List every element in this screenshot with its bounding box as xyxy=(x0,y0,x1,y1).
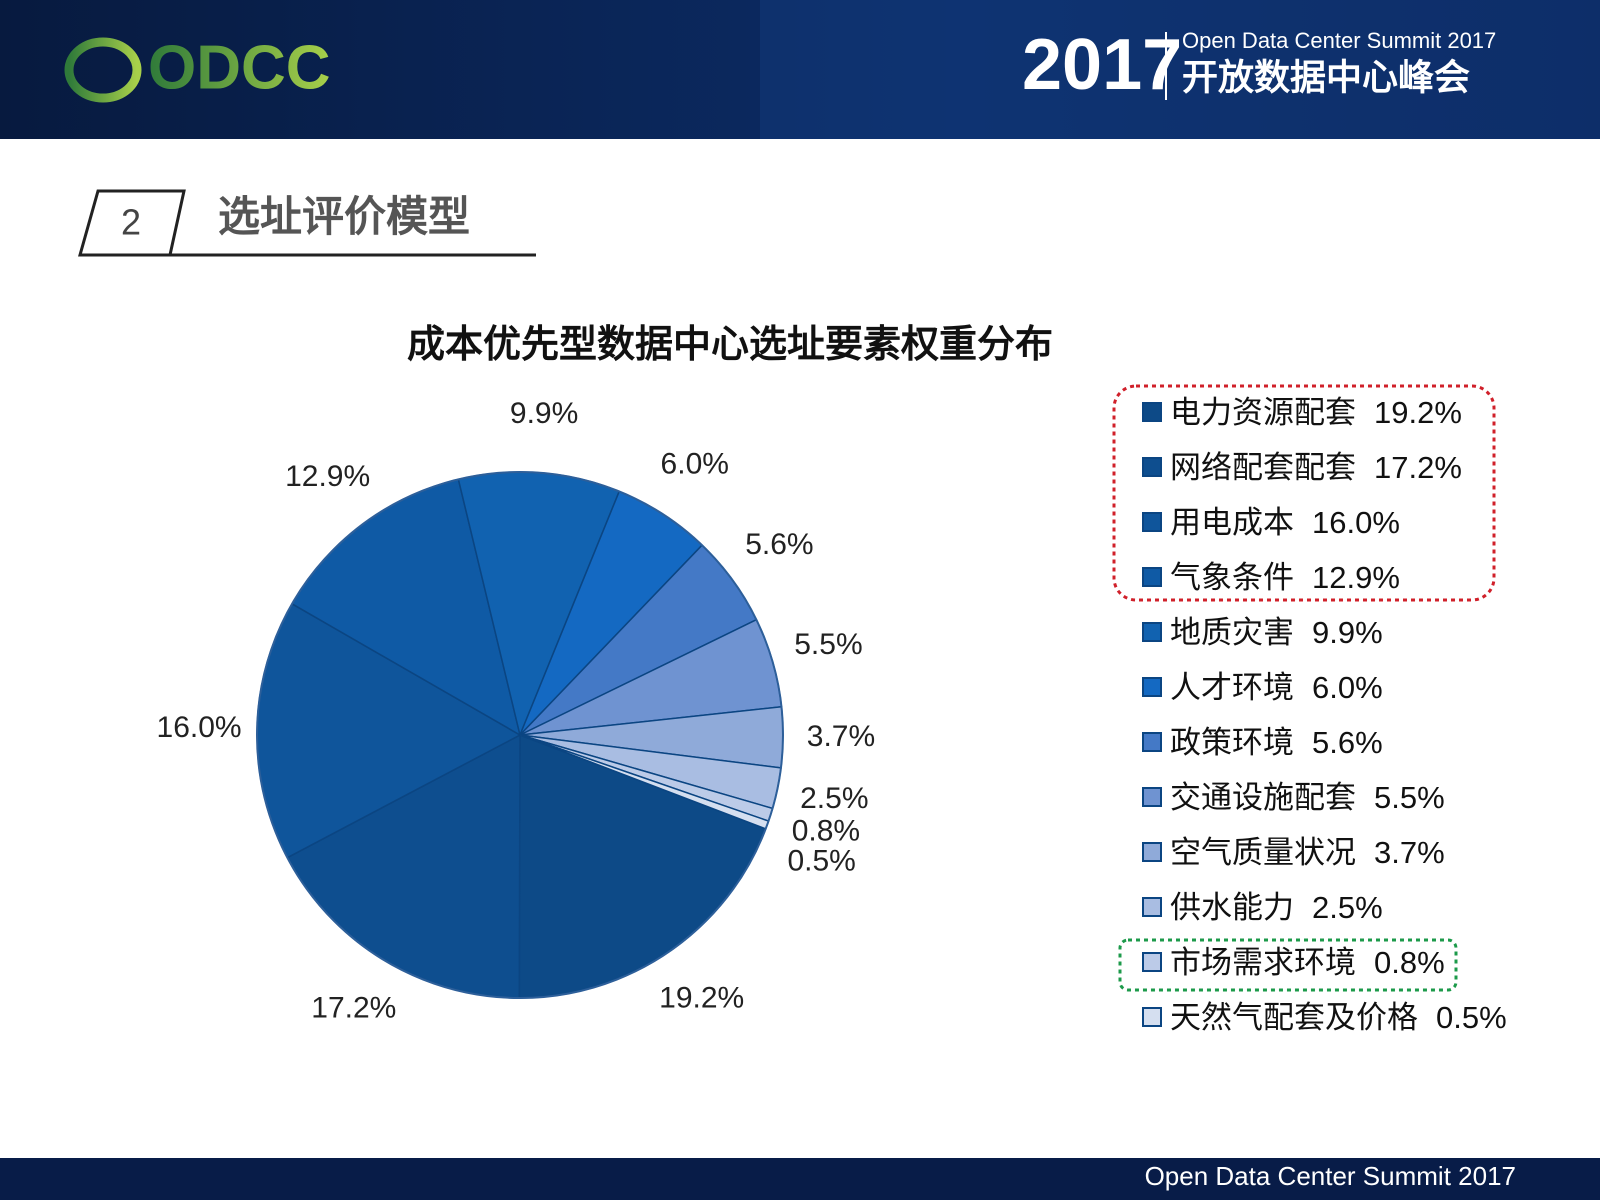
legend-value: 0.5% xyxy=(1436,1000,1507,1035)
header-event-cn: 开放数据中心峰会 xyxy=(1182,57,1470,98)
legend-entry: 地质灾害 9.9% xyxy=(1170,615,1383,650)
data-label: 6.0% xyxy=(661,448,729,481)
legend-name: 市场需求环境 xyxy=(1170,945,1356,980)
data-label: 2.5% xyxy=(800,782,868,815)
legend-entry: 气象条件 12.9% xyxy=(1170,560,1400,595)
legend-entry: 市场需求环境 0.8% xyxy=(1170,945,1445,980)
logo-mark xyxy=(64,37,142,103)
legend-name: 地质灾害 xyxy=(1170,615,1294,650)
legend-value: 17.2% xyxy=(1374,450,1462,485)
legend-name: 电力资源配套 xyxy=(1170,395,1356,430)
legend-swatch xyxy=(1142,952,1162,972)
chart-title: 成本优先型数据中心选址要素权重分布 xyxy=(407,324,1053,366)
legend-swatch xyxy=(1142,897,1162,917)
data-label: 9.9% xyxy=(510,397,578,430)
legend-entry: 天然气配套及价格 0.5% xyxy=(1170,1000,1507,1035)
legend-value: 16.0% xyxy=(1312,505,1400,540)
legend-swatch xyxy=(1142,842,1162,862)
data-label: 0.8% xyxy=(792,814,860,847)
legend-value: 9.9% xyxy=(1312,615,1383,650)
highlight-box xyxy=(1118,938,1458,992)
legend-name: 网络配套配套 xyxy=(1170,450,1356,485)
data-label: 17.2% xyxy=(311,992,396,1025)
section-title: 选址评价模型 xyxy=(218,193,470,240)
legend-entry: 交通设施配套 5.5% xyxy=(1170,780,1445,815)
legend-swatch xyxy=(1142,402,1162,422)
data-label: 19.2% xyxy=(659,982,744,1015)
legend-value: 2.5% xyxy=(1312,890,1383,925)
legend-entry: 空气质量状况 3.7% xyxy=(1170,835,1445,870)
data-label: 12.9% xyxy=(285,460,370,493)
legend-name: 气象条件 xyxy=(1170,560,1294,595)
legend-entry: 用电成本 16.0% xyxy=(1170,505,1400,540)
data-label: 3.7% xyxy=(807,720,875,753)
legend-name: 人才环境 xyxy=(1170,670,1294,705)
pie-outline xyxy=(256,471,784,999)
legend-entry: 网络配套配套 17.2% xyxy=(1170,450,1462,485)
legend-name: 供水能力 xyxy=(1170,890,1294,925)
legend-entry: 电力资源配套 19.2% xyxy=(1170,395,1462,430)
legend-swatch xyxy=(1142,1007,1162,1027)
legend-entry: 政策环境 5.6% xyxy=(1170,725,1383,760)
data-label: 5.5% xyxy=(794,628,862,661)
logo-text: ODCC xyxy=(148,33,331,102)
header-decor xyxy=(760,0,1600,139)
footer-band xyxy=(0,1158,1600,1200)
highlight-box xyxy=(1112,384,1496,602)
legend-entry: 供水能力 2.5% xyxy=(1170,890,1383,925)
legend-value: 12.9% xyxy=(1312,560,1400,595)
legend-name: 空气质量状况 xyxy=(1170,835,1356,870)
header-event-en: Open Data Center Summit 2017 xyxy=(1182,28,1496,53)
legend-swatch xyxy=(1142,787,1162,807)
header-band xyxy=(0,0,1600,139)
header-year: 2017 xyxy=(1022,25,1182,105)
legend-swatch xyxy=(1142,622,1162,642)
data-label: 0.5% xyxy=(787,844,855,877)
legend-name: 政策环境 xyxy=(1170,725,1294,760)
legend-value: 3.7% xyxy=(1374,835,1445,870)
legend-name: 交通设施配套 xyxy=(1170,780,1356,815)
legend-swatch xyxy=(1142,512,1162,532)
legend-swatch xyxy=(1142,567,1162,587)
legend-swatch xyxy=(1142,457,1162,477)
legend-value: 0.8% xyxy=(1374,945,1445,980)
legend-name: 用电成本 xyxy=(1170,505,1294,540)
legend-value: 6.0% xyxy=(1312,670,1383,705)
section-number: 2 xyxy=(121,202,141,243)
legend-name: 天然气配套及价格 xyxy=(1170,1000,1418,1035)
legend-value: 19.2% xyxy=(1374,395,1462,430)
legend-entry: 人才环境 6.0% xyxy=(1170,670,1383,705)
legend-value: 5.6% xyxy=(1312,725,1383,760)
legend-swatch xyxy=(1142,677,1162,697)
legend-swatch xyxy=(1142,732,1162,752)
data-label: 16.0% xyxy=(157,711,242,744)
legend-value: 5.5% xyxy=(1374,780,1445,815)
data-label: 5.6% xyxy=(745,528,813,561)
footer-text: Open Data Center Summit 2017 xyxy=(1145,1161,1516,1191)
